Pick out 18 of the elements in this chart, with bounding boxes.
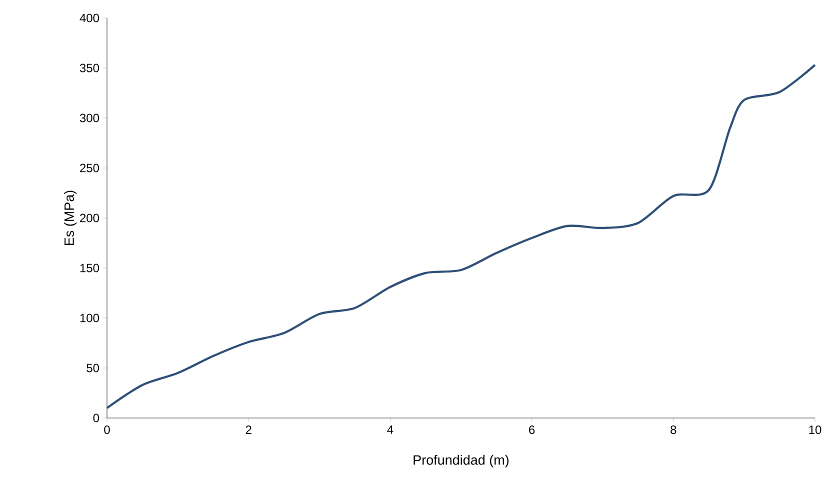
y-tick-label: 100 <box>80 314 100 322</box>
x-tick-label: 2 <box>246 426 252 434</box>
y-tick-label: 50 <box>86 364 100 372</box>
x-tick-label: 6 <box>529 426 535 434</box>
y-tick-label: 300 <box>80 114 100 122</box>
y-tick-label: 350 <box>80 64 100 72</box>
y-tick-label: 250 <box>80 164 100 172</box>
x-tick-label: 10 <box>809 426 822 434</box>
x-axis-title: Profundidad (m) <box>414 454 509 468</box>
y-tick-label: 200 <box>80 214 100 222</box>
y-tick-label: 150 <box>80 264 100 272</box>
x-tick-label: 0 <box>104 426 110 434</box>
y-tick-label: 0 <box>93 414 100 422</box>
y-tick-label: 400 <box>80 14 100 22</box>
y-axis-title: Es (MPa) <box>64 190 77 246</box>
line-series <box>106 64 816 410</box>
x-tick-label: 4 <box>387 426 394 434</box>
x-tick-label: 8 <box>670 426 676 434</box>
